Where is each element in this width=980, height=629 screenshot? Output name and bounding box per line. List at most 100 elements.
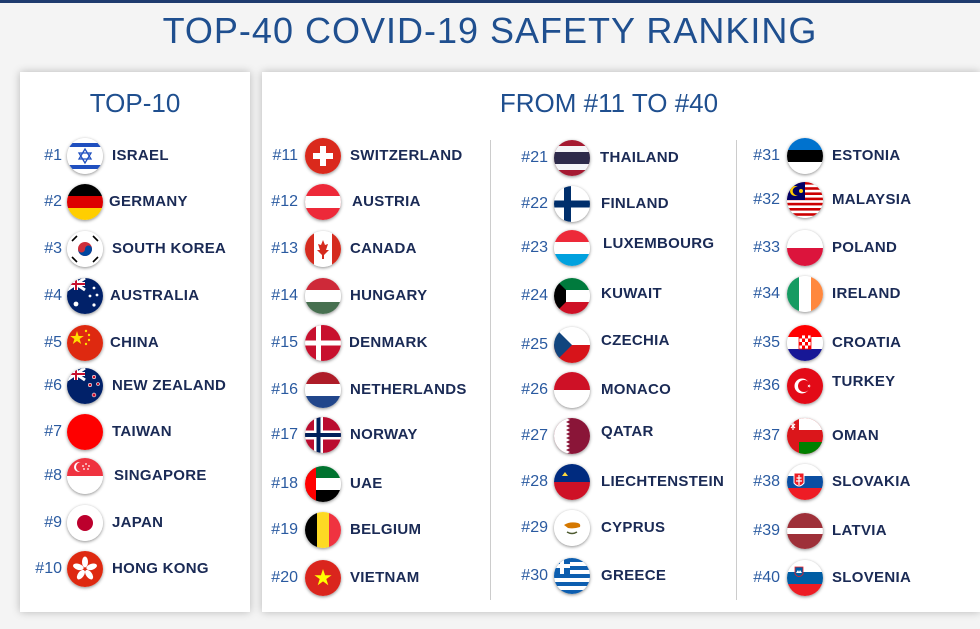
country-name: CANADA	[350, 240, 417, 257]
rank-label: #35	[753, 334, 780, 351]
rank-label: #31	[753, 147, 780, 164]
rank-label: #37	[753, 427, 780, 444]
list-item: #32 MALAYSIA	[746, 180, 980, 220]
country-name: HUNGARY	[350, 287, 428, 304]
rank-label: #6	[44, 377, 62, 394]
rank-label: #23	[521, 239, 548, 256]
cyprus-flag-icon	[554, 510, 590, 546]
switzerland-flag-icon	[305, 138, 341, 174]
rank-label: #9	[44, 514, 62, 531]
rank-label: #7	[44, 423, 62, 440]
latvia-flag-icon	[787, 513, 823, 549]
country-name: ESTONIA	[832, 147, 901, 164]
monaco-flag-icon	[554, 372, 590, 408]
country-name: THAILAND	[600, 149, 680, 166]
rank-label: #34	[753, 285, 780, 302]
rank-column-31-40: #31 ESTONIA #32 MALAYSIA #33 POLAND #34 …	[746, 136, 980, 606]
country-name: CYPRUS	[601, 519, 666, 536]
column-divider	[490, 140, 491, 600]
country-name: NETHERLANDS	[350, 381, 467, 398]
rank-label: #2	[44, 193, 62, 210]
list-item: #23 LUXEMBOURG	[502, 228, 732, 268]
list-item: #6 NEW ZEALAND	[20, 366, 250, 406]
rank-label: #11	[272, 147, 298, 164]
oman-flag-icon	[787, 418, 823, 454]
list-item: #26 MONACO	[502, 370, 732, 410]
list-item: #33 POLAND	[746, 228, 980, 268]
country-name: NORWAY	[350, 426, 418, 443]
czechia-flag-icon	[554, 327, 590, 363]
list-item: #31 ESTONIA	[746, 136, 980, 176]
rank-label: #8	[44, 467, 62, 484]
list-item: #19 BELGIUM	[262, 510, 490, 550]
country-name: SWITZERLAND	[350, 147, 463, 164]
rank-label: #15	[271, 334, 298, 351]
list-item: #39 LATVIA	[746, 511, 980, 551]
list-item: #40 SLOVENIA	[746, 558, 980, 598]
country-name: LUXEMBOURG	[603, 235, 715, 252]
list-item: #14 HUNGARY	[262, 276, 490, 316]
south-korea-flag-icon	[67, 231, 103, 267]
new-zealand-flag-icon	[67, 368, 103, 404]
country-name: OMAN	[832, 427, 880, 444]
list-item: #25 CZECHIA	[502, 325, 732, 365]
rank-label: #22	[521, 195, 548, 212]
rest-heading: FROM #11 TO #40	[499, 88, 719, 118]
top10-list: #1 ISRAEL #2 GERMANY #3 SOUTH KOREA #4 A…	[20, 136, 250, 606]
country-name: POLAND	[832, 239, 898, 256]
uae-flag-icon	[305, 466, 341, 502]
top10-panel: TOP-10 #1 ISRAEL #2 GERMANY #3 SOUTH KOR…	[20, 72, 250, 612]
rank-label: #12	[271, 193, 298, 210]
rank-label: #19	[271, 521, 298, 538]
list-item: #20 VIETNAM	[262, 558, 490, 598]
country-name: IRELAND	[832, 285, 901, 302]
list-item: #2 GERMANY	[20, 182, 250, 222]
country-name: CZECHIA	[601, 332, 670, 349]
estonia-flag-icon	[787, 138, 823, 174]
country-name: TURKEY	[832, 373, 896, 390]
country-name: TAIWAN	[112, 423, 172, 440]
country-name: BELGIUM	[350, 521, 422, 538]
turkey-flag-icon	[787, 368, 823, 404]
finland-flag-icon	[554, 186, 590, 222]
belgium-flag-icon	[305, 512, 341, 548]
country-name: GERMANY	[109, 193, 188, 210]
country-name: AUSTRIA	[352, 193, 421, 210]
country-name: MONACO	[601, 381, 672, 398]
list-item: #8 SINGAPORE	[20, 456, 250, 496]
taiwan-flag-icon	[67, 414, 103, 450]
list-item: #22 FINLAND	[502, 184, 732, 224]
rank-label: #3	[44, 240, 62, 257]
country-name: SINGAPORE	[114, 467, 207, 484]
qatar-flag-icon	[554, 418, 590, 454]
thailand-flag-icon	[554, 140, 590, 176]
rank-label: #10	[35, 560, 62, 577]
rank-label: #17	[271, 426, 298, 443]
liechtenstein-flag-icon	[554, 464, 590, 500]
rank-label: #39	[753, 522, 780, 539]
kuwait-flag-icon	[554, 278, 590, 314]
netherlands-flag-icon	[305, 372, 341, 408]
country-name: UAE	[350, 475, 383, 492]
list-item: #10 HONG KONG	[20, 549, 250, 589]
country-name: SLOVENIA	[832, 569, 912, 586]
list-item: #27 QATAR	[502, 416, 732, 456]
rank-label: #25	[521, 336, 548, 353]
rank-label: #21	[521, 149, 548, 166]
rank-label: #24	[521, 287, 548, 304]
list-item: #9 JAPAN	[20, 503, 250, 543]
hungary-flag-icon	[305, 278, 341, 314]
rank-label: #16	[271, 381, 298, 398]
country-name: HONG KONG	[112, 560, 209, 577]
japan-flag-icon	[67, 505, 103, 541]
rank-label: #18	[271, 475, 298, 492]
list-item: #5 CHINA	[20, 323, 250, 363]
austria-flag-icon	[305, 184, 341, 220]
list-item: #36 TURKEY	[746, 366, 980, 406]
country-name: KUWAIT	[601, 285, 662, 302]
greece-flag-icon	[554, 558, 590, 594]
australia-flag-icon	[67, 278, 103, 314]
list-item: #1 ISRAEL	[20, 136, 250, 176]
china-flag-icon	[67, 325, 103, 361]
rank-label: #1	[44, 147, 62, 164]
